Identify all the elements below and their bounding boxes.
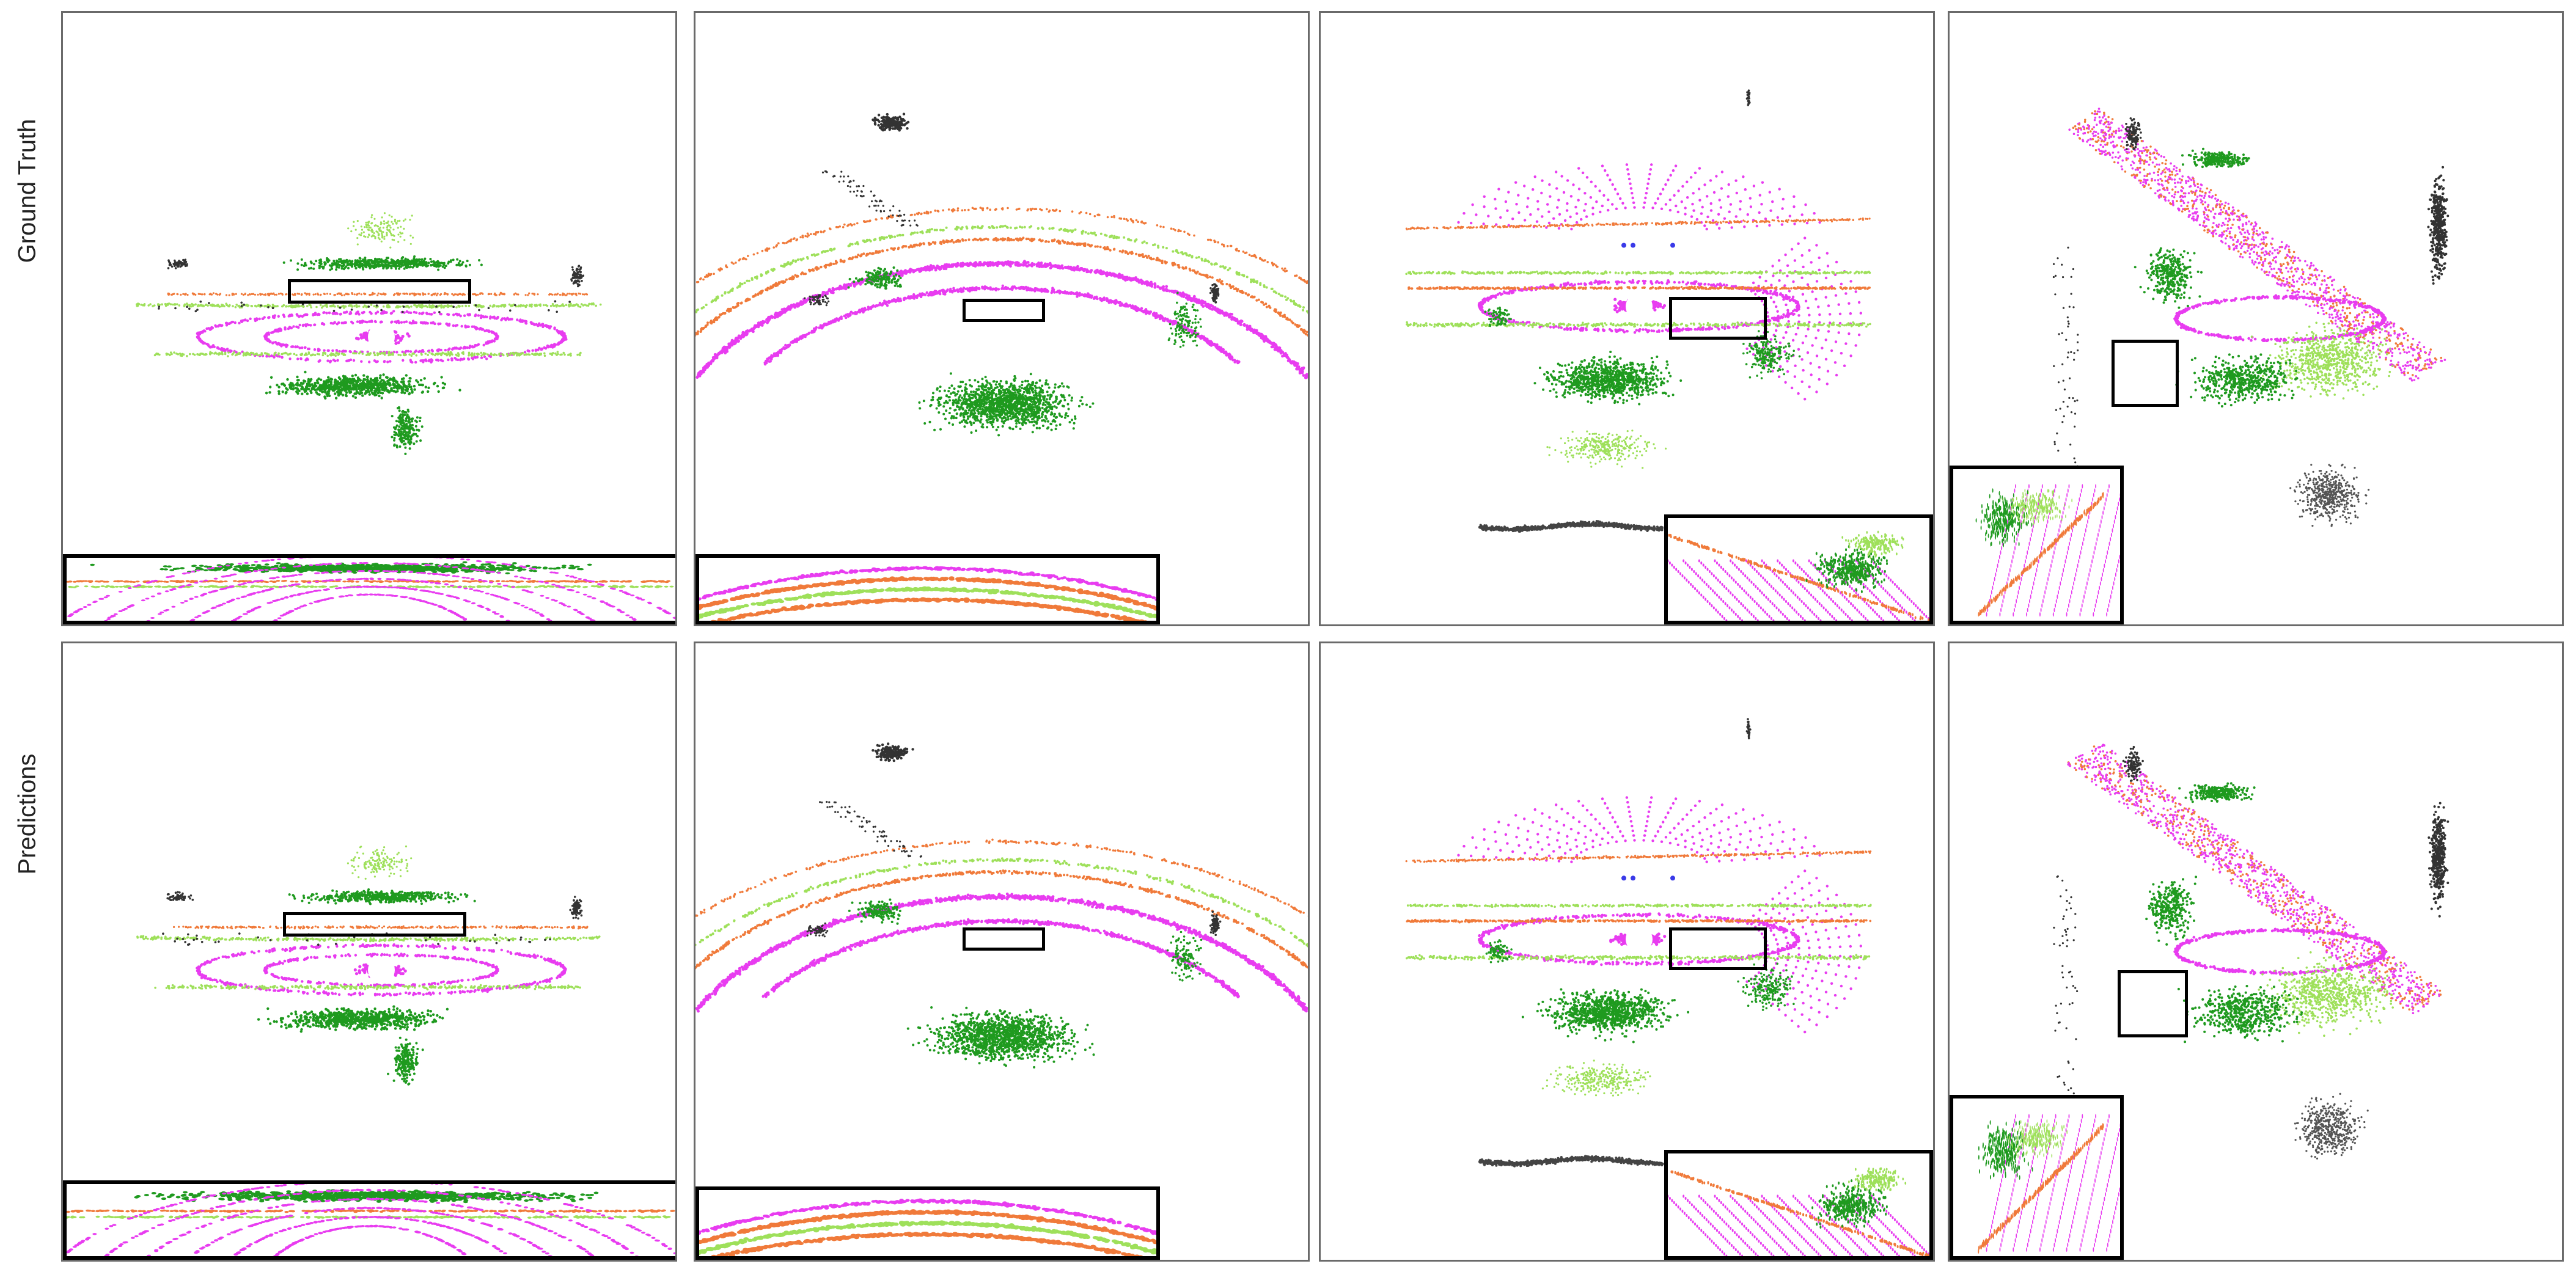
zoom-region-box	[963, 927, 1045, 951]
pred-point-cloud-2	[695, 643, 1308, 1260]
panel-pred-scene-2	[694, 641, 1310, 1262]
panel-gt-scene-3	[1319, 11, 1935, 626]
zoom-region-box	[963, 299, 1045, 322]
zoom-inset	[1664, 1150, 1933, 1260]
pred-point-cloud-1	[63, 643, 675, 1260]
row-label-ground-truth: Ground Truth	[14, 69, 42, 313]
zoom-region-box	[288, 279, 471, 304]
zoom-region-box	[2112, 340, 2179, 407]
zoom-inset	[695, 1186, 1160, 1260]
zoom-inset-points	[1668, 518, 1929, 621]
zoom-region-box	[283, 912, 466, 937]
zoom-inset-points	[67, 1184, 675, 1256]
zoom-inset-points	[699, 558, 1156, 621]
zoom-inset-points	[1668, 1153, 1929, 1256]
row-label-predictions: Predictions	[14, 692, 42, 937]
zoom-inset-points	[1953, 469, 2120, 621]
zoom-region-box	[1669, 297, 1767, 340]
zoom-region-box	[2118, 970, 2188, 1037]
zoom-inset-points	[699, 1190, 1156, 1256]
zoom-region-box	[1669, 927, 1767, 970]
zoom-inset	[1950, 466, 2124, 624]
panel-pred-scene-3	[1319, 641, 1935, 1262]
panel-gt-scene-4	[1948, 11, 2564, 626]
panel-pred-scene-4	[1948, 641, 2564, 1262]
zoom-inset	[1950, 1095, 2124, 1260]
zoom-inset-points	[1953, 1098, 2120, 1256]
panel-gt-scene-1	[61, 11, 677, 626]
zoom-inset	[63, 554, 677, 624]
zoom-inset	[1664, 514, 1933, 624]
gt-point-cloud-1	[63, 13, 675, 624]
zoom-inset	[695, 554, 1160, 624]
zoom-inset-points	[67, 558, 675, 621]
zoom-inset	[63, 1180, 677, 1260]
panel-gt-scene-2	[694, 11, 1310, 626]
panel-pred-scene-1	[61, 641, 677, 1262]
